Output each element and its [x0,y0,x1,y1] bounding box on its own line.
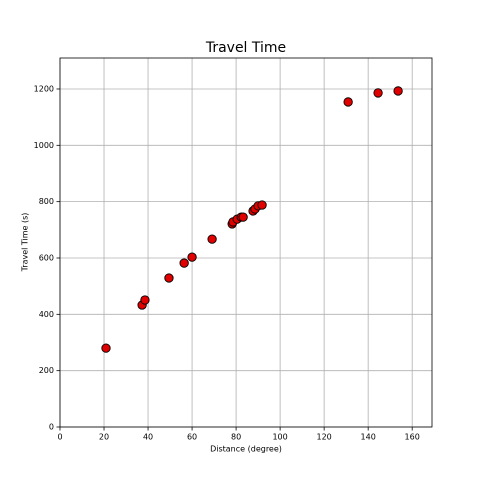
y-tick-label: 0 [49,423,54,432]
x-tick-label: 60 [187,433,197,442]
y-axis-label: Travel Time (s) [21,213,30,273]
data-point [343,97,353,107]
y-tick-label: 600 [39,253,54,262]
x-tick-label: 160 [405,433,420,442]
data-point [179,258,189,268]
y-tick-label: 200 [39,366,54,375]
data-point [393,86,403,96]
y-tick-label: 800 [39,197,54,206]
x-axis-label: Distance (degree) [210,445,282,454]
chart-title: Travel Time [205,40,286,56]
plot-frame [59,57,433,428]
y-tick-label: 400 [39,310,54,319]
data-point [187,252,197,262]
x-tick-label: 80 [231,433,241,442]
x-tick-label: 120 [317,433,332,442]
data-point [373,88,383,98]
data-point [140,295,150,305]
x-tick-label: 20 [99,433,109,442]
y-tick-label: 1200 [34,84,54,93]
data-point [257,200,267,210]
x-tick-label: 40 [143,433,153,442]
data-point [238,212,248,222]
data-point [207,234,217,244]
x-tick-label: 0 [57,433,62,442]
x-tick-label: 100 [272,433,287,442]
data-point [164,273,174,283]
data-point [101,343,111,353]
x-tick-label: 140 [361,433,376,442]
y-tick-label: 1000 [34,141,54,150]
